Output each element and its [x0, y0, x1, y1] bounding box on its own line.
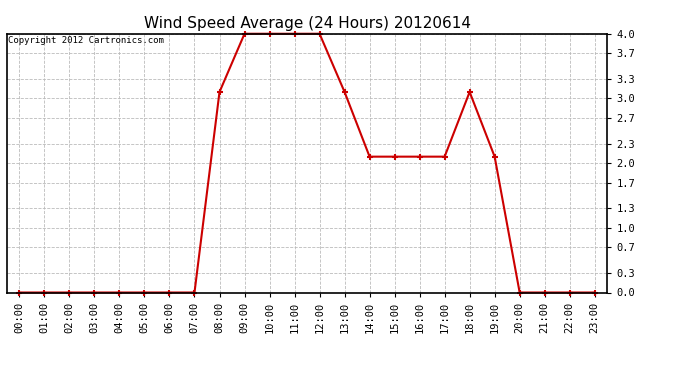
Text: Copyright 2012 Cartronics.com: Copyright 2012 Cartronics.com — [8, 36, 164, 45]
Title: Wind Speed Average (24 Hours) 20120614: Wind Speed Average (24 Hours) 20120614 — [144, 16, 471, 31]
